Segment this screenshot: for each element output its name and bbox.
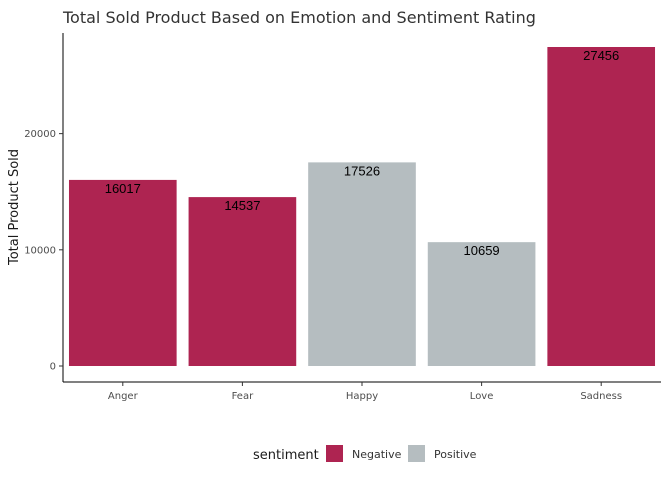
bar-labels-group: 16017 14537 17526 10659 27456 bbox=[105, 48, 620, 258]
bar-label-happy: 17526 bbox=[344, 163, 380, 178]
legend-swatch-positive bbox=[408, 445, 425, 462]
bar-love bbox=[427, 242, 536, 366]
legend-title: sentiment bbox=[253, 448, 319, 463]
legend-swatch-negative bbox=[326, 445, 343, 462]
bar-happy bbox=[308, 162, 416, 366]
bar-anger bbox=[68, 179, 177, 366]
legend-label-negative: Negative bbox=[352, 448, 402, 461]
x-tick-label-love: Love bbox=[470, 391, 494, 402]
y-tick-label-0: 0 bbox=[50, 362, 56, 373]
bar-fear bbox=[188, 197, 297, 366]
x-ticks-group: Anger Fear Happy Love Sadness bbox=[108, 382, 622, 402]
bar-sadness bbox=[547, 47, 656, 366]
legend: sentiment Negative Positive bbox=[253, 445, 477, 463]
x-tick-label-anger: Anger bbox=[108, 391, 139, 402]
y-tick-label-10000: 10000 bbox=[24, 245, 56, 256]
y-ticks-group: 0 10000 20000 bbox=[24, 129, 63, 373]
bar-label-love: 10659 bbox=[464, 243, 500, 258]
y-axis-title: Total Product Sold bbox=[7, 149, 22, 266]
x-tick-label-fear: Fear bbox=[232, 391, 254, 402]
bar-label-fear: 14537 bbox=[224, 198, 260, 213]
legend-label-positive: Positive bbox=[434, 448, 477, 461]
bar-label-anger: 16017 bbox=[105, 181, 141, 196]
legend-items: Negative Positive bbox=[326, 445, 477, 462]
bars-group bbox=[68, 47, 656, 366]
chart-title: Total Sold Product Based on Emotion and … bbox=[62, 8, 536, 27]
bar-label-sadness: 27456 bbox=[583, 48, 619, 63]
y-tick-label-20000: 20000 bbox=[24, 129, 56, 140]
x-tick-label-happy: Happy bbox=[346, 391, 378, 402]
x-tick-label-sadness: Sadness bbox=[580, 391, 622, 402]
